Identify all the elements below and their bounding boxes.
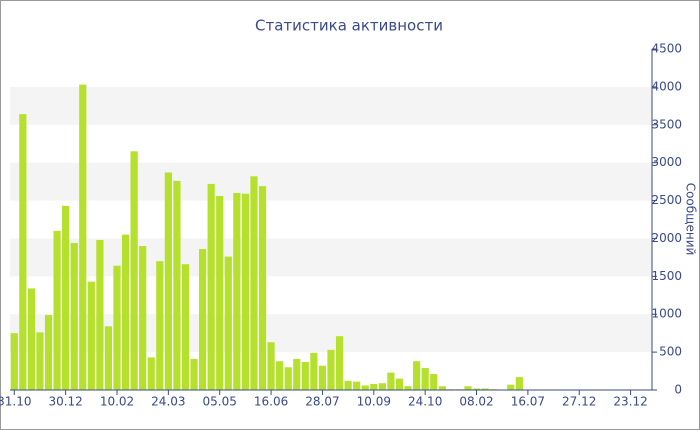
bar — [10, 333, 18, 390]
bar — [233, 192, 241, 390]
x-tick-label: 16.06 — [254, 395, 288, 409]
y-tick-label: 3500 — [651, 117, 682, 131]
bar — [301, 361, 309, 390]
bar — [438, 386, 446, 390]
x-tick-label: 10.09 — [357, 395, 391, 409]
bar — [395, 378, 404, 390]
bar — [421, 368, 429, 390]
y-tick-label: 1000 — [651, 307, 682, 321]
x-tick-label: 16.07 — [511, 395, 545, 409]
x-tick-label: 24.03 — [151, 395, 185, 409]
bar — [387, 372, 395, 390]
bar — [413, 361, 421, 390]
bar — [241, 193, 249, 390]
bar — [378, 383, 386, 390]
bar — [276, 361, 284, 390]
bar — [87, 281, 95, 390]
y-tick-label: 2000 — [651, 231, 682, 245]
y-axis-label: Сообщений — [684, 183, 698, 256]
x-tick-label: 28.07 — [305, 395, 339, 409]
bar — [79, 84, 87, 391]
bar — [370, 383, 378, 390]
bar — [44, 314, 53, 390]
grid-band — [10, 162, 652, 201]
y-tick-label: 2500 — [651, 193, 682, 207]
bar — [96, 239, 104, 390]
bar — [156, 261, 164, 390]
bar — [139, 246, 147, 390]
bar — [481, 388, 489, 390]
x-tick-label: 27.12 — [562, 395, 596, 409]
y-tick-label: 0 — [674, 383, 682, 397]
y-tick-label: 4000 — [651, 79, 682, 93]
bar — [104, 326, 113, 390]
x-tick-label: 23.12 — [613, 395, 647, 409]
x-tick-label: 31.10 — [0, 395, 31, 409]
bar — [361, 385, 369, 390]
bar — [293, 358, 301, 390]
bar — [430, 374, 438, 390]
bar — [181, 264, 190, 390]
x-tick-label: 08.02 — [459, 395, 493, 409]
bar — [318, 365, 327, 390]
chart-title: Статистика активности — [255, 17, 443, 35]
x-tick-label: 24.10 — [408, 395, 442, 409]
y-tick-label: 500 — [659, 345, 682, 359]
x-tick-label: 30.12 — [48, 395, 82, 409]
bar — [335, 336, 344, 390]
bar — [121, 234, 130, 390]
grid-band — [10, 86, 652, 125]
bar — [216, 196, 224, 390]
bar — [258, 186, 267, 390]
bar — [344, 380, 352, 390]
bar — [27, 288, 35, 390]
bar — [70, 242, 78, 390]
bar — [113, 265, 121, 390]
bar — [267, 342, 275, 390]
bar — [36, 332, 44, 390]
bar — [199, 249, 207, 390]
bar — [250, 176, 258, 390]
bar — [130, 151, 138, 390]
bar — [62, 205, 70, 390]
bar — [224, 256, 232, 390]
bar — [147, 357, 155, 390]
bar — [327, 349, 335, 390]
x-tick-label: 10.02 — [100, 395, 134, 409]
bar — [507, 384, 515, 390]
bar — [353, 381, 361, 390]
bar — [404, 386, 412, 390]
bar — [472, 388, 481, 390]
x-tick-label: 05.05 — [203, 395, 237, 409]
y-tick-label: 1500 — [651, 269, 682, 283]
y-tick-label: 3000 — [651, 155, 682, 169]
bar — [310, 352, 318, 390]
bar — [284, 367, 292, 390]
bar — [515, 377, 523, 390]
bar — [207, 183, 215, 390]
bar — [464, 386, 472, 390]
bar — [164, 172, 172, 390]
grid-band — [10, 238, 652, 277]
bar — [19, 114, 27, 391]
bar — [53, 230, 61, 390]
y-tick-label: 4500 — [651, 42, 682, 56]
bar — [173, 180, 181, 390]
bar — [190, 358, 198, 390]
